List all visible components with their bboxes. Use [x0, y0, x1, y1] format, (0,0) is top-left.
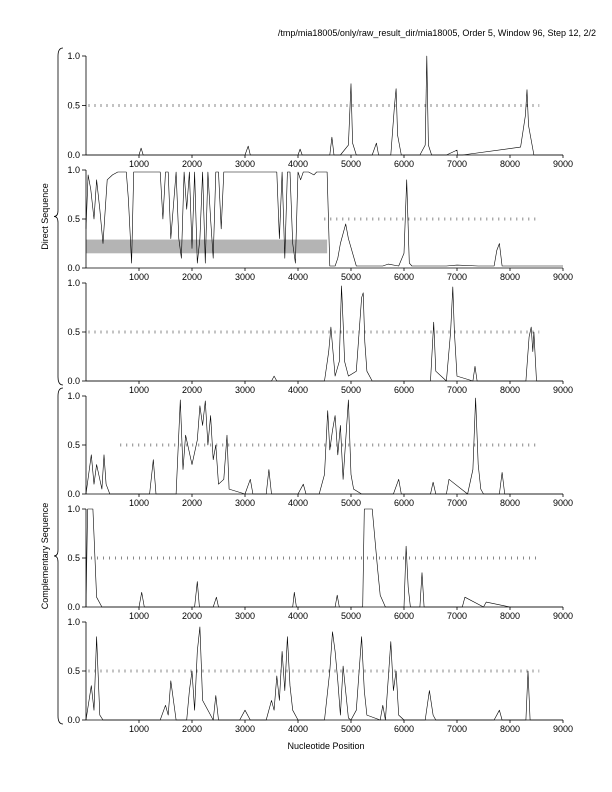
x-tick-label: 9000 [553, 272, 573, 282]
x-tick-label: 5000 [341, 385, 361, 395]
highlight-band [86, 239, 328, 254]
x-tick-label: 1000 [129, 611, 149, 621]
x-tick-label: 2000 [182, 498, 202, 508]
y-tick-label: 0.5 [67, 440, 80, 450]
x-tick-label: 1000 [129, 272, 149, 282]
x-tick-label: 7000 [447, 498, 467, 508]
series-line-1 [86, 55, 563, 156]
x-tick-label: 3000 [235, 724, 255, 734]
x-tick-label: 8000 [500, 724, 520, 734]
x-tick-label: 3000 [235, 385, 255, 395]
y-tick-label: 0.0 [67, 263, 80, 273]
x-tick-label: 5000 [341, 611, 361, 621]
x-tick-label: 4000 [288, 159, 308, 169]
x-tick-label: 5000 [341, 724, 361, 734]
x-tick-label: 7000 [447, 724, 467, 734]
y-tick-label: 0.5 [67, 327, 80, 337]
panel-5: 0.0 0.5 1.0 1000 2000 3000 4000 5000 6000 7000 800… [67, 504, 573, 621]
y-tick-label: 0.0 [67, 150, 80, 160]
x-tick-label: 8000 [500, 272, 520, 282]
x-tick-label: 3000 [235, 272, 255, 282]
panel-4: 0.0 0.5 1.0 1000 2000 3000 4000 5000 6000 7000 800… [67, 391, 573, 508]
x-tick-label: 8000 [500, 498, 520, 508]
group-bracket [53, 387, 64, 725]
y-tick-label: 0.0 [67, 715, 80, 725]
x-tick-label: 7000 [447, 385, 467, 395]
x-tick-label: 2000 [182, 272, 202, 282]
x-tick-label: 4000 [288, 611, 308, 621]
panel-6: 0.0 0.5 1.0 1000 2000 3000 4000 5000 6000 7000 800… [67, 617, 573, 734]
x-tick-label: 5000 [341, 498, 361, 508]
x-tick-label: 6000 [394, 159, 414, 169]
panel-3: 0.0 0.5 1.0 1000 2000 3000 4000 5000 6000 7000 800… [67, 278, 573, 395]
x-tick-label: 1000 [129, 159, 149, 169]
x-tick-label: 1000 [129, 385, 149, 395]
series-line-1 [86, 285, 563, 382]
y-tick-label: 1.0 [67, 51, 80, 61]
y-tick-label: 0.5 [67, 666, 80, 676]
y-tick-label: 0.5 [67, 214, 80, 224]
x-tick-label: 9000 [553, 385, 573, 395]
x-tick-label: 5000 [341, 159, 361, 169]
y-tick-label: 1.0 [67, 278, 80, 288]
x-tick-label: 8000 [500, 385, 520, 395]
x-tick-label: 8000 [500, 611, 520, 621]
x-tick-label: 2000 [182, 611, 202, 621]
y-tick-label: 1.0 [67, 504, 80, 514]
x-axis-label: Nucleotide Position [287, 741, 364, 751]
x-tick-label: 6000 [394, 272, 414, 282]
y-tick-label: 0.0 [67, 376, 80, 386]
x-tick-label: 2000 [182, 159, 202, 169]
y-tick-label: 0.5 [67, 101, 80, 111]
x-tick-label: 3000 [235, 159, 255, 169]
group-label: Complementary Sequence [40, 503, 50, 610]
x-tick-label: 7000 [447, 272, 467, 282]
panel-2: 0.0 0.5 1.0 1000 2000 3000 4000 5000 6000 7000 800… [67, 165, 573, 282]
y-tick-label: 0.0 [67, 602, 80, 612]
x-tick-label: 5000 [341, 272, 361, 282]
x-tick-label: 3000 [235, 498, 255, 508]
group-bracket [53, 47, 64, 386]
group-brackets: Direct Sequence Complementary Sequence [40, 47, 64, 725]
x-tick-label: 6000 [394, 385, 414, 395]
x-tick-label: 2000 [182, 724, 202, 734]
group-label: Direct Sequence [40, 183, 50, 250]
series-line-1 [85, 171, 563, 267]
y-tick-label: 1.0 [67, 391, 80, 401]
panel-1: 0.0 0.5 1.0 1000 2000 3000 4000 5000 6000 7000 800… [67, 51, 573, 169]
x-tick-label: 9000 [553, 159, 573, 169]
y-tick-label: 0.5 [67, 553, 80, 563]
x-tick-label: 9000 [553, 498, 573, 508]
y-tick-label: 0.0 [67, 489, 80, 499]
x-tick-label: 9000 [553, 724, 573, 734]
x-tick-label: 4000 [288, 724, 308, 734]
x-tick-label: 8000 [500, 159, 520, 169]
x-tick-label: 7000 [447, 611, 467, 621]
x-tick-label: 3000 [235, 611, 255, 621]
x-tick-label: 2000 [182, 385, 202, 395]
figure-header: /tmp/mia18005/only/raw_result_dir/mia180… [278, 28, 596, 38]
x-tick-label: 6000 [394, 611, 414, 621]
x-tick-label: 4000 [288, 385, 308, 395]
x-tick-label: 4000 [288, 498, 308, 508]
x-tick-label: 6000 [394, 498, 414, 508]
x-tick-label: 4000 [288, 272, 308, 282]
x-tick-label: 1000 [129, 498, 149, 508]
x-tick-label: 9000 [553, 611, 573, 621]
series-line-1 [85, 626, 563, 721]
y-tick-label: 1.0 [67, 617, 80, 627]
x-tick-label: 1000 [129, 724, 149, 734]
y-tick-label: 1.0 [67, 165, 80, 175]
x-tick-label: 7000 [447, 159, 467, 169]
x-tick-label: 6000 [394, 724, 414, 734]
panels: 0.0 0.5 1.0 1000 2000 3000 4000 5000 6000 7000 800… [67, 51, 573, 734]
